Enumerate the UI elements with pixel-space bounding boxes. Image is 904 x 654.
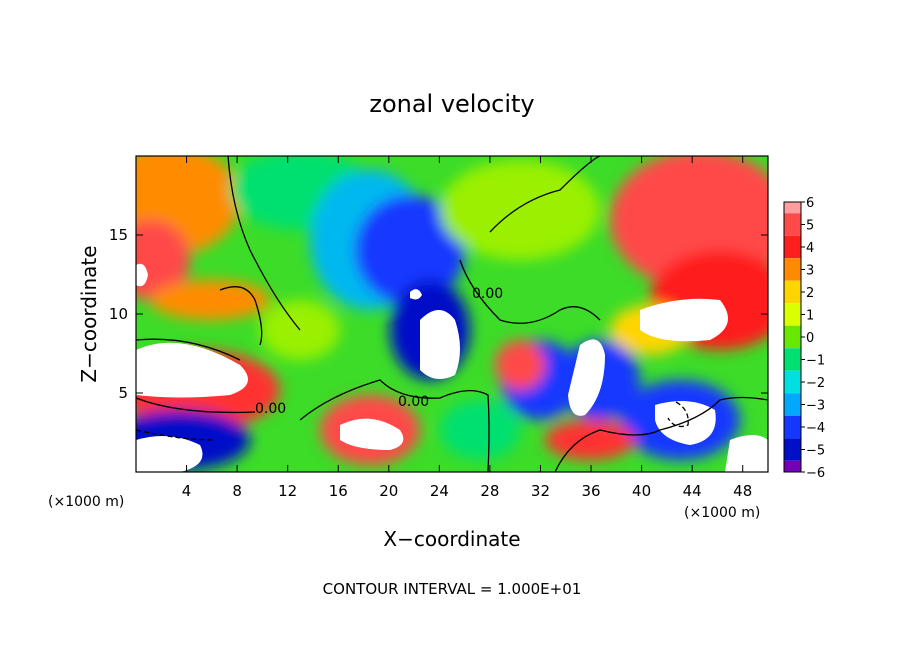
x-tick-label: 24 bbox=[430, 482, 449, 500]
colorbar-swatch bbox=[784, 258, 801, 281]
y-tick-label: 5 bbox=[118, 384, 128, 402]
colorbar-label: −2 bbox=[806, 376, 825, 391]
contour-label: 0.00 bbox=[255, 401, 286, 417]
x-tick-label: 40 bbox=[632, 482, 651, 500]
x-tick-label: 4 bbox=[182, 482, 192, 500]
x-tick-label: 28 bbox=[480, 482, 499, 500]
colorbar-swatch bbox=[784, 348, 801, 371]
colorbar-swatch bbox=[784, 325, 801, 349]
y-tick-label: 10 bbox=[109, 305, 128, 323]
plot-area: 0.00 0.00 0.00 bbox=[136, 156, 768, 472]
x-tick-label: 32 bbox=[531, 482, 550, 500]
colorbar-label: −5 bbox=[806, 444, 825, 459]
contour-interval-note: CONTOUR INTERVAL = 1.000E+01 bbox=[323, 580, 582, 598]
x-tick-label: 12 bbox=[278, 482, 297, 500]
colorbar-swatch bbox=[784, 235, 801, 259]
colorbar-swatch bbox=[784, 438, 801, 461]
chart-title: zonal velocity bbox=[369, 90, 534, 118]
x-tick-label: 16 bbox=[329, 482, 348, 500]
contour-label: 0.00 bbox=[398, 394, 429, 410]
colorbar-label: 1 bbox=[806, 309, 814, 324]
colorbar: 6 5 4 3 2 1 0 −1 −2 −3 −4 −5 −6 bbox=[783, 196, 825, 481]
y-axis-label: Z−coordinate bbox=[77, 245, 101, 382]
colorbar-swatch bbox=[784, 415, 801, 439]
colorbar-swatch bbox=[784, 202, 801, 214]
colorbar-label: 6 bbox=[806, 196, 814, 211]
colorbar-label: −6 bbox=[806, 466, 825, 481]
x-unit-right: (×1000 m) bbox=[684, 505, 760, 521]
colorbar-swatch bbox=[784, 393, 801, 416]
x-tick-label: 36 bbox=[581, 482, 600, 500]
x-tick-label: 8 bbox=[232, 482, 242, 500]
colorbar-swatch bbox=[784, 213, 801, 236]
x-axis-label: X−coordinate bbox=[383, 527, 520, 551]
velocity-field bbox=[136, 156, 768, 470]
colorbar-label: −1 bbox=[806, 354, 825, 369]
colorbar-swatch bbox=[784, 370, 801, 394]
colorbar-label: 0 bbox=[806, 331, 814, 346]
colorbar-label: 4 bbox=[806, 241, 814, 256]
x-tick-label: 20 bbox=[379, 482, 398, 500]
x-axis: 4 8 12 16 20 24 28 32 36 40 44 48 bbox=[182, 156, 752, 500]
colorbar-label: −4 bbox=[806, 421, 825, 436]
x-tick-label: 44 bbox=[683, 482, 702, 500]
x-tick-label: 48 bbox=[733, 482, 752, 500]
colorbar-swatch bbox=[784, 460, 801, 472]
colorbar-label: 2 bbox=[806, 286, 814, 301]
colorbar-swatch bbox=[784, 280, 801, 304]
colorbar-swatch bbox=[784, 303, 801, 326]
y-tick-label: 15 bbox=[109, 226, 128, 244]
contour-label: 0.00 bbox=[472, 286, 503, 302]
x-unit-left: (×1000 m) bbox=[48, 494, 124, 510]
y-axis: 5 10 15 bbox=[109, 226, 768, 402]
masked-regions bbox=[136, 263, 768, 472]
colorbar-label: 3 bbox=[806, 264, 814, 279]
colorbar-label: 5 bbox=[806, 219, 814, 234]
colorbar-label: −3 bbox=[806, 399, 825, 414]
